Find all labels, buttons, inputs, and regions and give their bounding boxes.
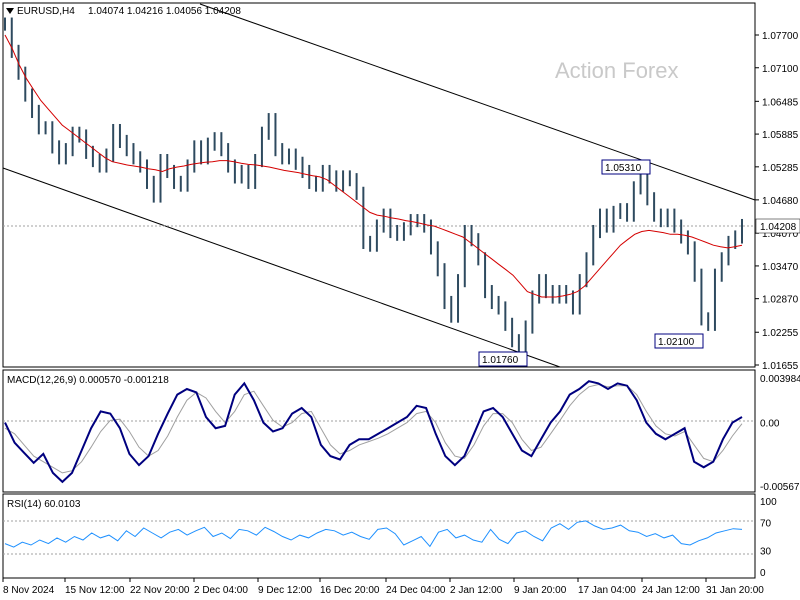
price-tick-label: 1.04680 [762,196,799,207]
macd-label: MACD(12,26,9) 0.000570 -0.001218 [7,375,169,386]
rsi-tick-label: 30 [760,547,772,558]
price-series-group [4,17,743,359]
moving-average-group [4,34,743,298]
rsi-tick-label: 0 [760,568,766,579]
macd-tick-label: 0.00 [760,419,780,430]
macd-tick-label: 0.003984 [760,374,800,385]
channel-upper-line [199,3,756,201]
price-tick-label: 1.07700 [762,31,799,42]
time-tick-label: 8 Nov 2024 [3,585,55,596]
macd-signal-line [4,383,743,474]
price-tick-label: 1.02870 [762,295,799,306]
price-tick-label: 1.01655 [762,361,799,372]
rsi-series-group [4,520,743,548]
price-axis: 1.07700 1.07100 1.06485 1.05885 1.05285 1.046… [755,31,799,372]
moving-average-line [4,34,743,298]
time-tick-label: 9 Dec 12:00 [258,585,312,596]
symbol-label: EURUSD,H4 [17,6,75,17]
time-tick-label: 17 Jan 04:00 [578,585,636,596]
annotation-low-1: 1.01760 [478,351,528,367]
time-tick-label: 16 Dec 20:00 [320,585,380,596]
price-tick-label: 1.07100 [762,64,799,75]
macd-tick-label: -0.00567 [760,482,800,493]
price-tick-label: 1.03470 [762,262,799,273]
macd-axis: 0.003984 0.00 -0.00567 [760,374,800,493]
watermark: Action Forex [555,58,679,83]
time-tick-label: 2 Dec 04:00 [194,585,248,596]
time-tick-label: 24 Jan 12:00 [642,585,700,596]
time-tick-label: 2 Jan 12:00 [450,585,503,596]
annotation-high-text: 1.05310 [605,163,642,174]
rsi-tick-label: 100 [760,497,777,508]
macd-panel-frame [2,369,756,493]
annotation-low-2: 1.02100 [654,333,704,349]
price-tick-label: 1.05285 [762,163,799,174]
channel-lower-line [2,167,561,368]
current-price-label: 1.04208 [760,222,797,233]
macd-series-group [4,380,743,484]
rsi-panel-frame [2,493,756,579]
rsi-axis: 100 70 30 0 [760,497,777,579]
rsi-line [4,520,743,548]
price-tick-label: 1.06485 [762,97,799,108]
time-tick-label: 22 Nov 20:00 [130,585,190,596]
rsi-tick-label: 70 [760,518,772,529]
annotation-low-1-text: 1.01760 [482,355,519,366]
current-price-box [755,218,800,234]
annotation-high: 1.05310 [601,159,651,175]
price-tick-label: 1.04070 [762,229,799,240]
time-tick-label: 24 Dec 04:00 [386,585,446,596]
time-axis: 8 Nov 2024 15 Nov 12:00 22 Nov 20:00 2 Dec … [2,578,764,596]
rsi-label: RSI(14) 60.0103 [7,499,81,510]
price-panel-frame [2,2,756,368]
dropdown-triangle-icon[interactable] [6,8,14,14]
macd-main-line [4,380,743,484]
price-tick-label: 1.02255 [762,328,799,339]
ohlc-label: 1.04074 1.04216 1.04056 1.04208 [88,6,241,17]
price-tick-label: 1.05885 [762,130,799,141]
annotation-low-2-text: 1.02100 [658,337,695,348]
time-tick-label: 15 Nov 12:00 [65,585,125,596]
time-tick-label: 9 Jan 20:00 [514,585,567,596]
time-tick-label: 31 Jan 20:00 [706,585,764,596]
